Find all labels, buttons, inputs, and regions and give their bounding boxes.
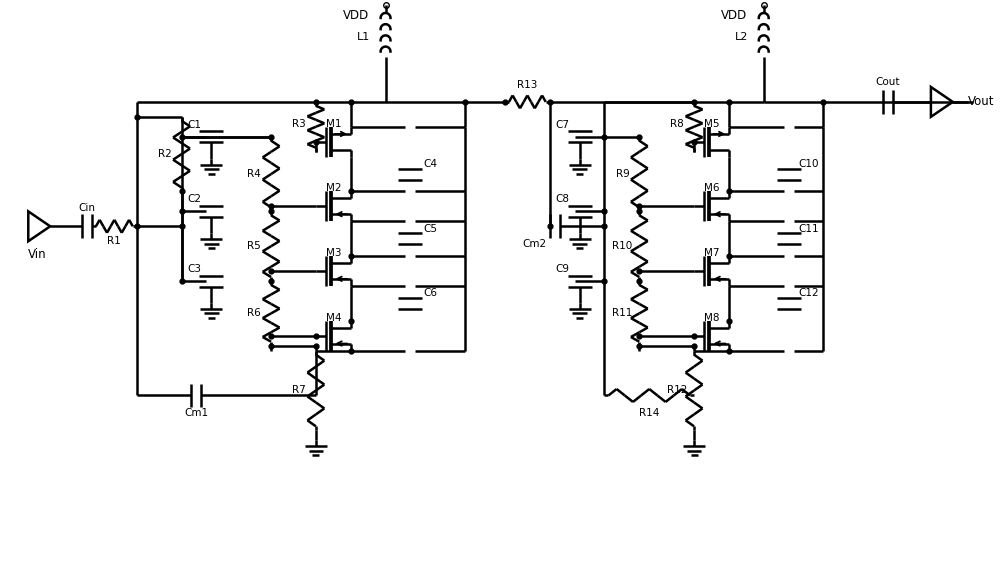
Text: C2: C2 (187, 195, 201, 204)
Text: M1: M1 (326, 119, 342, 129)
Text: C12: C12 (798, 289, 819, 298)
Text: R3: R3 (292, 119, 306, 129)
Text: Vin: Vin (28, 248, 47, 261)
Text: R10: R10 (612, 241, 633, 251)
Text: R8: R8 (670, 119, 684, 129)
Text: R9: R9 (616, 169, 629, 179)
Text: C6: C6 (423, 289, 437, 298)
Text: R1: R1 (107, 236, 121, 246)
Text: R5: R5 (247, 241, 261, 251)
Text: VDD: VDD (343, 9, 369, 22)
Text: M3: M3 (326, 248, 342, 258)
Text: VDD: VDD (721, 9, 747, 22)
Text: C9: C9 (556, 264, 570, 274)
Text: M5: M5 (704, 119, 720, 129)
Text: Cin: Cin (79, 203, 96, 213)
Text: M2: M2 (326, 184, 342, 194)
Text: R2: R2 (158, 149, 172, 158)
Text: M7: M7 (704, 248, 720, 258)
Text: L2: L2 (735, 32, 749, 42)
Text: Cm2: Cm2 (523, 239, 547, 249)
Text: Cout: Cout (876, 77, 900, 87)
Text: M4: M4 (326, 313, 342, 323)
Text: C10: C10 (798, 159, 819, 169)
Text: C3: C3 (187, 264, 201, 274)
Text: M8: M8 (704, 313, 720, 323)
Text: M6: M6 (704, 184, 720, 194)
Text: R13: R13 (517, 80, 537, 90)
Text: R12: R12 (667, 385, 687, 395)
Text: R11: R11 (612, 308, 633, 318)
Text: R6: R6 (247, 308, 261, 318)
Text: C4: C4 (423, 159, 437, 169)
Text: Cm1: Cm1 (184, 408, 209, 418)
Text: C5: C5 (423, 224, 437, 234)
Text: C1: C1 (187, 120, 201, 130)
Text: Vout: Vout (967, 96, 994, 108)
Text: R14: R14 (639, 408, 659, 418)
Text: C7: C7 (556, 120, 570, 130)
Text: R4: R4 (247, 169, 261, 179)
Text: C8: C8 (556, 195, 570, 204)
Text: R7: R7 (292, 385, 306, 395)
Text: C11: C11 (798, 224, 819, 234)
Text: L1: L1 (357, 32, 370, 42)
